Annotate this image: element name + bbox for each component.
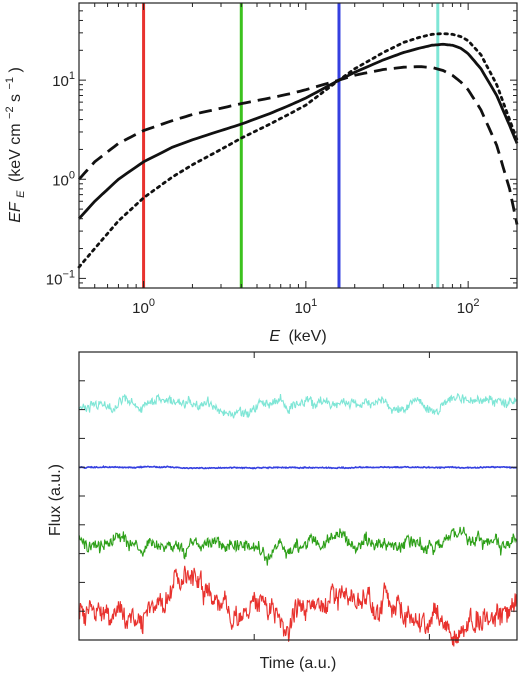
- y-axis-unit-open: (keV cm: [7, 123, 24, 182]
- lightcurve-series: [78, 526, 518, 566]
- y-tick-label: 101: [52, 70, 75, 90]
- energy-band-markers: [142, 3, 440, 288]
- y-axis-unit-close: ): [7, 67, 24, 72]
- lightcurves: [78, 392, 518, 647]
- y-tick-label: 100: [52, 169, 75, 189]
- lightcurve-panel: Time (a.u.) Flux (a.u.): [47, 351, 518, 672]
- x-tick-label: 101: [294, 297, 317, 317]
- x-tick-label: 100: [132, 297, 155, 317]
- lightcurve-series: [79, 465, 517, 470]
- lightcurve-x-axis-label: Time (a.u.): [260, 655, 337, 672]
- y-tick-label: 10−1: [46, 268, 75, 288]
- lightcurve-y-axis-label: Flux (a.u.): [47, 464, 64, 536]
- spectrum-curve-dotted: [77, 32, 519, 269]
- lightcurve-ticks: [78, 352, 517, 640]
- y-axis-unit-exp1: −2: [4, 106, 16, 119]
- lightcurve-series: [78, 565, 518, 647]
- spectrum-curve-dashed: [77, 65, 519, 225]
- spectrum-ticks: 100 101 102 10−1 100 101: [46, 2, 518, 317]
- lightcurve-series: [78, 392, 518, 419]
- y-axis-unit-exp2: −1: [4, 77, 16, 90]
- spectrum-y-axis-label: EF E (keV cm −2 s −1 ): [0, 67, 28, 223]
- spectrum-x-axis-label: E (keV): [269, 328, 326, 345]
- x-tick-label: 102: [457, 297, 480, 317]
- y-axis-variable: EF: [7, 201, 24, 223]
- spectrum-panel: 100 101 102 10−1 100 101 E (keV) EF E (keV cm…: [0, 2, 519, 345]
- x-axis-variable: E: [269, 328, 280, 345]
- y-axis-unit-mid: s: [7, 94, 24, 102]
- spectrum-curve-solid: [77, 42, 519, 220]
- y-axis-variable-subscript: E: [15, 190, 27, 198]
- x-axis-unit: (keV): [288, 328, 326, 345]
- spectrum-curves: [77, 32, 519, 269]
